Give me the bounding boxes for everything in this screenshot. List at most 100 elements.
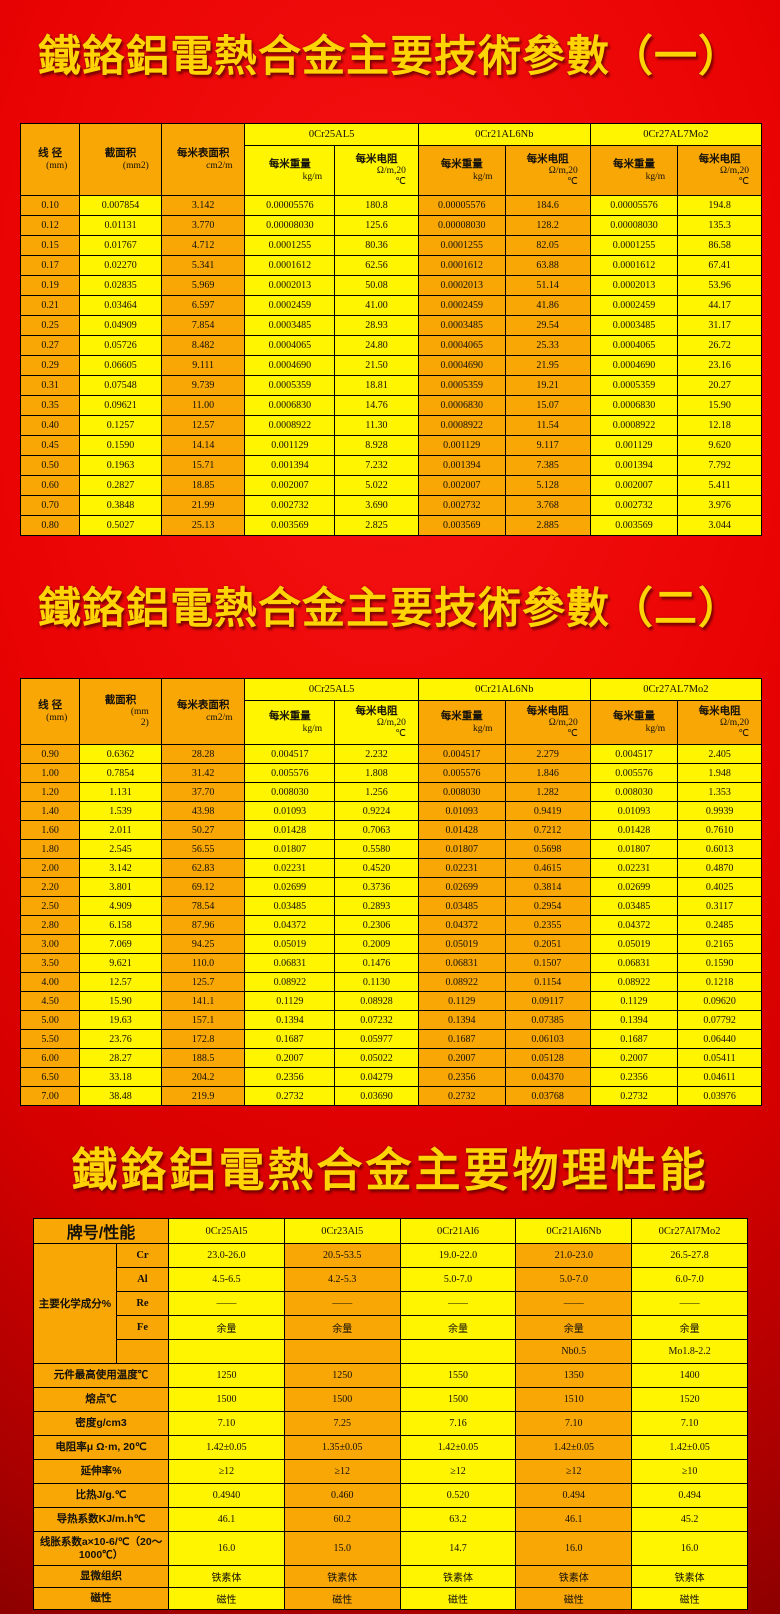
header-unit: cm2/m	[206, 160, 233, 171]
property-label: 比热J/g.℃	[32, 1483, 170, 1508]
cell: 20.27	[677, 375, 762, 396]
cell: 0.0002459	[589, 295, 679, 316]
table-row: 5.00 19.63 157.1 0.1394 0.07232 0.1394 0.07385…	[19, 1010, 762, 1030]
cell: 0.01807	[244, 839, 336, 859]
header-unit: Ω/m,20	[548, 718, 578, 729]
cell: 0.05019	[244, 934, 336, 954]
property-row: 磁性 磁性 磁性 磁性 磁性 磁性	[32, 1587, 748, 1610]
cell: 0.40	[19, 415, 81, 436]
cell: 0.03485	[244, 896, 336, 916]
cell: 37.70	[160, 782, 246, 802]
cell: 0.003569	[417, 515, 506, 536]
cell: 62.56	[334, 255, 419, 276]
cell: 8.928	[334, 435, 419, 456]
composition-row: Al 4.5-6.5 4.2-5.3 5.0-7.0 5.0-7.0 6.0-7.0	[34, 1267, 748, 1292]
cell: 0.4520	[334, 858, 419, 878]
cell: 铁素体	[631, 1565, 748, 1588]
header-unit: Ω/m,20	[376, 166, 406, 177]
header-unit: Ω/m,20	[720, 166, 749, 177]
cell: 51.14	[504, 275, 591, 296]
alloy-name-header: 0Cr27AL7Mo2	[589, 123, 763, 146]
table-row: 0.80 0.5027 25.13 0.003569 2.825 0.003569 2.88…	[19, 515, 762, 536]
cell: 0.001129	[589, 435, 679, 456]
alloy-name-header: 0Cr25Al5	[168, 1218, 285, 1244]
property-label: 延伸率%	[32, 1459, 170, 1484]
cell: 0.0004065	[589, 335, 679, 356]
subheader-row: 每米重量 kg/m 每米电阻 Ω/m,20 ℃ 每米重量 kg/m 每米电阻 Ω/m,20 ℃ 每米…	[21, 145, 762, 196]
cell: 0.7212	[504, 820, 591, 840]
cell: 1.353	[677, 782, 762, 802]
cell: 0.05022	[334, 1048, 419, 1068]
table-row: 6.50 33.18 204.2 0.2356 0.04279 0.2356 0.04370…	[19, 1067, 762, 1087]
cell: 28.27	[79, 1048, 162, 1068]
cell: 12.57	[79, 972, 162, 992]
table-row: 1.60 2.011 50.27 0.01428 0.7063 0.01428 0.7212…	[19, 820, 762, 840]
table-row: 0.15 0.01767 4.712 0.0001255 80.36 0.0001255 8…	[19, 235, 762, 256]
cell: 3.50	[19, 953, 81, 973]
cell: 7.10	[168, 1411, 285, 1436]
subheader-row: 每米重量 kg/m 每米电阻 Ω/m,20 ℃ 每米重量 kg/m 每米电阻 Ω/m,20 ℃ 每米…	[21, 700, 762, 745]
cell: 2.279	[504, 744, 591, 764]
grade-property-header: 牌号/性能	[32, 1218, 170, 1244]
cell: 38.48	[79, 1086, 162, 1106]
cell	[399, 1339, 517, 1364]
cell: 0.35	[19, 395, 81, 416]
sub-column-header: 每米电阻 Ω/m,20 ℃	[334, 145, 419, 196]
cell: 0.10	[19, 195, 81, 216]
cell: 0.01807	[589, 839, 679, 859]
cell: 0.0002013	[589, 275, 679, 296]
cell: Nb0.5	[515, 1339, 633, 1364]
property-label: 元件最高使用温度℃	[32, 1363, 170, 1388]
cell: 0.06103	[504, 1029, 591, 1049]
cell: ≥10	[631, 1459, 748, 1484]
cell: 0.01428	[589, 820, 679, 840]
cell: 125.6	[334, 215, 419, 236]
cell: ——	[168, 1291, 285, 1316]
cell: 0.2893	[334, 896, 419, 916]
cell: 0.1257	[79, 415, 162, 436]
table-row: 0.10 0.007854 3.142 0.00005576 180.8 0.000055…	[19, 195, 762, 216]
header-unit: (mm2)	[122, 160, 149, 171]
cell: 80.36	[334, 235, 419, 256]
cell: 0.00005576	[589, 195, 679, 216]
sub-column-header: 每米电阻 Ω/m,20 ℃	[677, 700, 762, 745]
cell: 3.044	[677, 515, 762, 536]
property-label: 密度g/cm3	[32, 1411, 170, 1436]
cell: 0.0006830	[417, 395, 506, 416]
table-row: 7.00 38.48 219.9 0.2732 0.03690 0.2732 0.03768…	[19, 1086, 762, 1106]
cell: 0.01131	[79, 215, 162, 236]
cell: 0.03768	[504, 1086, 591, 1106]
fixed-column-header: 截面积(mm2)	[79, 123, 162, 196]
cell: 157.1	[160, 1010, 246, 1030]
table-body: 0.10 0.007854 3.142 0.00005576 180.8 0.000055…	[19, 195, 762, 536]
cell: 16.0	[515, 1531, 633, 1566]
cell: 0.001394	[417, 455, 506, 476]
cell: 0.05019	[417, 934, 506, 954]
table-row: 0.21 0.03464 6.597 0.0002459 41.00 0.0002459 4…	[19, 295, 762, 316]
cell: 31.42	[160, 763, 246, 783]
cell: 135.3	[677, 215, 762, 236]
cell: 3.690	[334, 495, 419, 516]
cell: 5.022	[334, 475, 419, 496]
cell: 0.3848	[79, 495, 162, 516]
cell: 1550	[399, 1363, 517, 1388]
cell: 56.55	[160, 839, 246, 859]
cell: 194.8	[677, 195, 762, 216]
cell: 0.1590	[79, 435, 162, 456]
cell: 23.0-26.0	[168, 1243, 285, 1268]
cell: 0.2356	[589, 1067, 679, 1087]
property-label: 线胀系数a×10-6/℃（20～1000℃）	[32, 1531, 170, 1566]
cell: 0.005576	[589, 763, 679, 783]
cell: 0.25	[19, 315, 81, 336]
cell: 0.07548	[79, 375, 162, 396]
cell: 0.2954	[504, 896, 591, 916]
sub-column-header: 每米重量 kg/m	[589, 700, 679, 745]
cell: 磁性	[631, 1587, 748, 1610]
cell: 0.0002459	[244, 295, 336, 316]
cell: 41.86	[504, 295, 591, 316]
element-label: Cr	[115, 1243, 170, 1268]
cell: 0.00008030	[589, 215, 679, 236]
cell: 0.1154	[504, 972, 591, 992]
